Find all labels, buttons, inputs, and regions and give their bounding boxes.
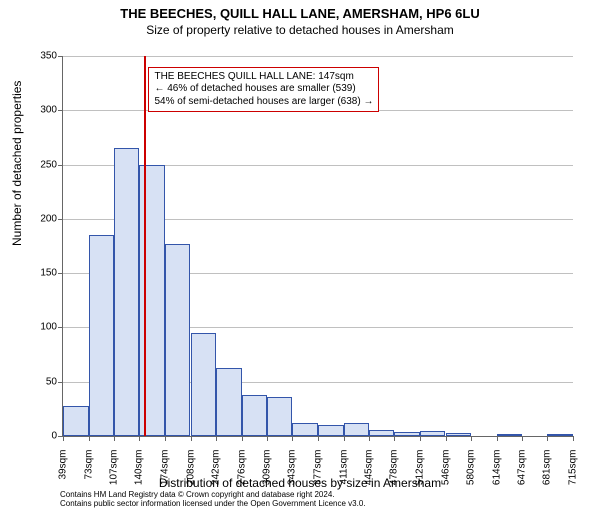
- y-tick-label: 300: [40, 105, 57, 116]
- histogram-bar: [344, 423, 370, 436]
- plot-region: 05010015020025030035039sqm73sqm107sqm140…: [62, 56, 573, 437]
- y-tick-mark: [58, 56, 63, 57]
- x-tick-mark: [318, 436, 319, 441]
- page-subtitle: Size of property relative to detached ho…: [0, 23, 600, 37]
- y-tick-label: 0: [51, 431, 57, 442]
- x-tick-mark: [292, 436, 293, 441]
- y-tick-mark: [58, 110, 63, 111]
- histogram-bar: [446, 433, 472, 436]
- histogram-bar: [318, 425, 344, 436]
- histogram-bar: [63, 406, 89, 436]
- x-tick-mark: [394, 436, 395, 441]
- x-tick-mark: [573, 436, 574, 441]
- reference-line: [144, 56, 146, 436]
- histogram-bar: [394, 432, 420, 436]
- x-tick-mark: [420, 436, 421, 441]
- annotation-line-1: THE BEECHES QUILL HALL LANE: 147sqm: [154, 71, 353, 82]
- y-axis-label: Number of detached properties: [10, 81, 24, 246]
- x-tick-mark: [242, 436, 243, 441]
- y-tick-label: 50: [46, 376, 57, 387]
- page-title: THE BEECHES, QUILL HALL LANE, AMERSHAM, …: [0, 6, 600, 21]
- footer-line-1: Contains HM Land Registry data © Crown c…: [60, 490, 335, 499]
- annotation-box: THE BEECHES QUILL HALL LANE: 147sqm← 46%…: [148, 67, 379, 113]
- histogram-bar: [369, 430, 394, 437]
- histogram-bar: [420, 431, 446, 436]
- histogram-bar: [216, 368, 242, 436]
- y-tick-mark: [58, 219, 63, 220]
- annotation-line-2: ← 46% of detached houses are smaller (53…: [154, 83, 355, 94]
- x-tick-mark: [191, 436, 192, 441]
- x-tick-mark: [547, 436, 548, 441]
- y-tick-mark: [58, 165, 63, 166]
- x-tick-mark: [267, 436, 268, 441]
- y-tick-mark: [58, 382, 63, 383]
- histogram-bar: [114, 148, 139, 436]
- x-tick-mark: [369, 436, 370, 441]
- x-tick-mark: [114, 436, 115, 441]
- y-tick-label: 250: [40, 159, 57, 170]
- histogram-bar: [497, 434, 522, 436]
- footer-line-2: Contains public sector information licen…: [60, 499, 366, 508]
- x-tick-mark: [497, 436, 498, 441]
- annotation-line-3: 54% of semi-detached houses are larger (…: [154, 96, 373, 107]
- histogram-bar: [242, 395, 267, 436]
- y-tick-label: 100: [40, 322, 57, 333]
- x-tick-mark: [522, 436, 523, 441]
- x-tick-mark: [89, 436, 90, 441]
- x-tick-mark: [139, 436, 140, 441]
- histogram-bar: [191, 333, 217, 436]
- x-tick-mark: [216, 436, 217, 441]
- y-tick-mark: [58, 327, 63, 328]
- y-tick-label: 350: [40, 51, 57, 62]
- histogram-bar: [267, 397, 293, 436]
- x-tick-mark: [446, 436, 447, 441]
- y-tick-label: 200: [40, 213, 57, 224]
- histogram-bar: [89, 235, 115, 436]
- histogram-bar: [165, 244, 191, 436]
- histogram-bar: [139, 165, 165, 436]
- histogram-bar: [547, 434, 573, 436]
- y-tick-label: 150: [40, 268, 57, 279]
- x-tick-mark: [344, 436, 345, 441]
- x-tick-mark: [471, 436, 472, 441]
- histogram-bar: [292, 423, 318, 436]
- x-tick-mark: [63, 436, 64, 441]
- chart-area: 05010015020025030035039sqm73sqm107sqm140…: [62, 56, 572, 436]
- x-tick-mark: [165, 436, 166, 441]
- y-tick-mark: [58, 273, 63, 274]
- gridline: [63, 56, 573, 57]
- x-axis-label: Distribution of detached houses by size …: [0, 476, 600, 490]
